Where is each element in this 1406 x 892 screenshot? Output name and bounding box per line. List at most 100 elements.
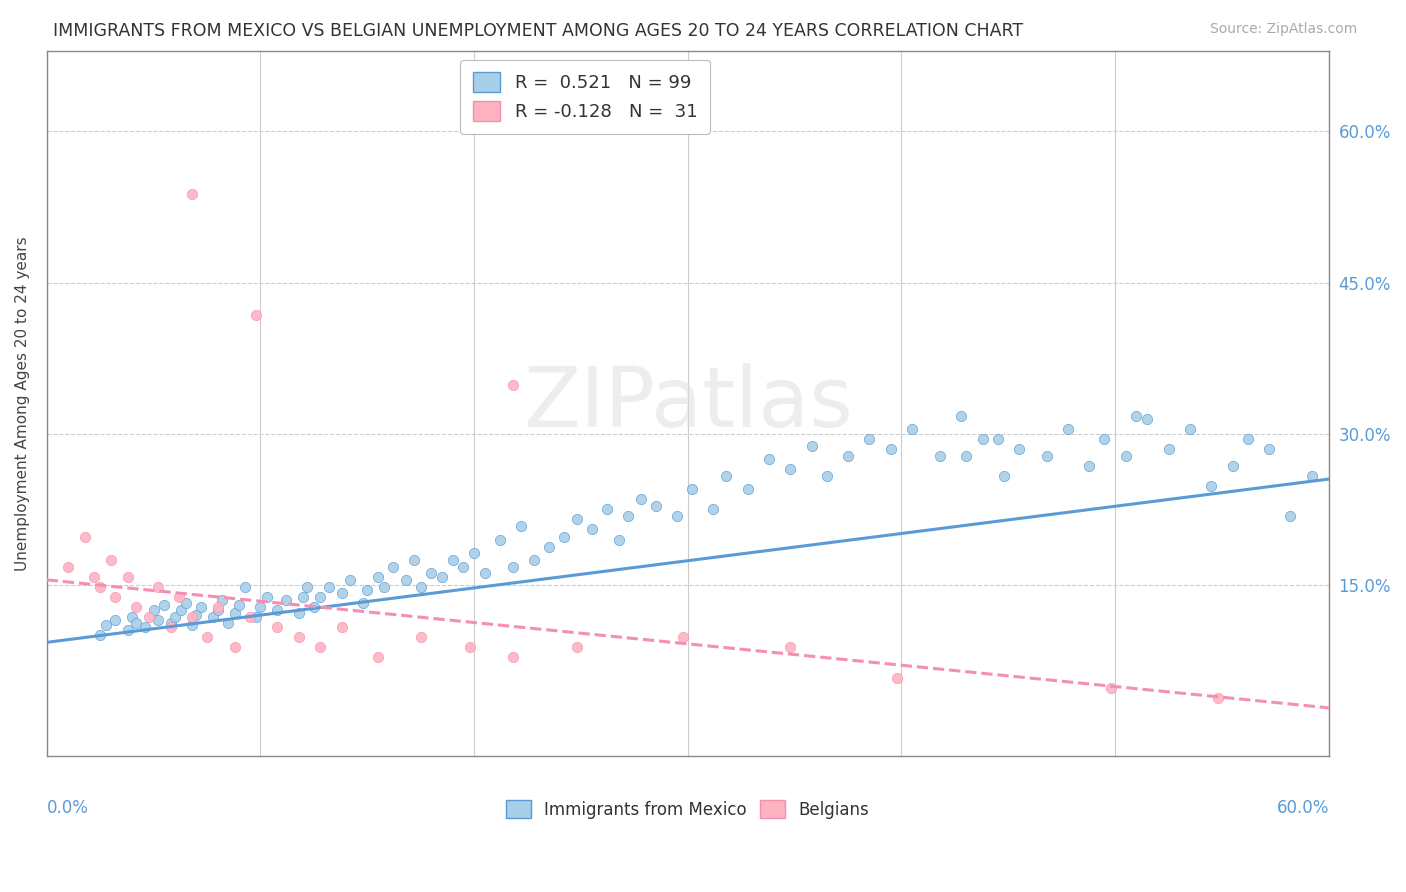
Point xyxy=(617,509,640,524)
Point xyxy=(395,573,418,587)
Point xyxy=(181,610,204,624)
Text: Source: ZipAtlas.com: Source: ZipAtlas.com xyxy=(1209,22,1357,37)
Text: 0.0%: 0.0% xyxy=(46,798,89,816)
Point xyxy=(463,546,485,560)
Point xyxy=(458,640,481,655)
Point xyxy=(163,610,186,624)
Point xyxy=(207,600,229,615)
Point xyxy=(125,600,148,615)
Point xyxy=(1057,422,1080,436)
Point xyxy=(274,593,297,607)
Point xyxy=(224,640,246,655)
Point xyxy=(217,616,239,631)
Point xyxy=(367,650,389,665)
Point xyxy=(987,432,1010,446)
Point xyxy=(837,449,859,463)
Point xyxy=(409,630,432,644)
Point xyxy=(297,580,319,594)
Point xyxy=(190,600,212,615)
Point xyxy=(681,482,703,496)
Point xyxy=(202,610,225,624)
Point xyxy=(318,580,340,594)
Point xyxy=(249,600,271,615)
Point xyxy=(1035,449,1057,463)
Point xyxy=(75,529,97,543)
Point xyxy=(420,566,443,580)
Point xyxy=(993,469,1015,483)
Point xyxy=(228,598,250,612)
Point xyxy=(104,590,127,604)
Point xyxy=(607,533,630,547)
Point xyxy=(207,603,229,617)
Point xyxy=(1099,681,1122,695)
Point xyxy=(972,432,994,446)
Point xyxy=(758,451,780,466)
Point xyxy=(815,469,838,483)
Point xyxy=(381,559,404,574)
Point xyxy=(581,523,603,537)
Point xyxy=(266,603,288,617)
Point xyxy=(1092,432,1115,446)
Point xyxy=(672,630,695,644)
Point xyxy=(100,552,122,566)
Point xyxy=(367,570,389,584)
Point xyxy=(245,610,267,624)
Point xyxy=(288,630,311,644)
Point xyxy=(309,640,332,655)
Point xyxy=(565,640,588,655)
Point xyxy=(537,540,560,554)
Point xyxy=(1125,409,1147,423)
Point xyxy=(800,439,823,453)
Point xyxy=(181,186,204,201)
Point xyxy=(1279,509,1302,524)
Point xyxy=(134,620,156,634)
Point xyxy=(356,582,378,597)
Point xyxy=(1206,690,1229,705)
Point xyxy=(644,500,666,514)
Point xyxy=(430,570,453,584)
Point xyxy=(288,606,311,620)
Point xyxy=(89,628,111,642)
Point xyxy=(474,566,496,580)
Point xyxy=(502,378,524,392)
Point xyxy=(1236,432,1258,446)
Point xyxy=(352,596,374,610)
Point xyxy=(858,432,880,446)
Point xyxy=(266,620,288,634)
Point xyxy=(523,552,546,566)
Point xyxy=(1008,442,1031,456)
Point xyxy=(104,613,127,627)
Point xyxy=(1222,458,1244,473)
Point xyxy=(441,552,464,566)
Point xyxy=(138,610,160,624)
Point xyxy=(170,603,193,617)
Point xyxy=(502,559,524,574)
Point xyxy=(404,552,426,566)
Point xyxy=(950,409,973,423)
Point xyxy=(186,608,208,623)
Point xyxy=(779,462,801,476)
Point xyxy=(239,610,262,624)
Text: IMMIGRANTS FROM MEXICO VS BELGIAN UNEMPLOYMENT AMONG AGES 20 TO 24 YEARS CORRELA: IMMIGRANTS FROM MEXICO VS BELGIAN UNEMPL… xyxy=(53,22,1024,40)
Point xyxy=(1115,449,1137,463)
Point xyxy=(714,469,737,483)
Point xyxy=(83,570,105,584)
Point xyxy=(159,620,181,634)
Point xyxy=(181,618,204,632)
Point xyxy=(502,650,524,665)
Point xyxy=(211,593,233,607)
Point xyxy=(880,442,903,456)
Point xyxy=(565,512,588,526)
Point xyxy=(409,580,432,594)
Point xyxy=(146,580,169,594)
Point xyxy=(235,580,257,594)
Point xyxy=(142,603,165,617)
Point xyxy=(1199,479,1222,493)
Point xyxy=(955,449,977,463)
Point xyxy=(1136,411,1159,425)
Point xyxy=(159,616,181,631)
Point xyxy=(256,590,278,604)
Point xyxy=(373,580,395,594)
Point xyxy=(630,492,652,507)
Point xyxy=(121,610,143,624)
